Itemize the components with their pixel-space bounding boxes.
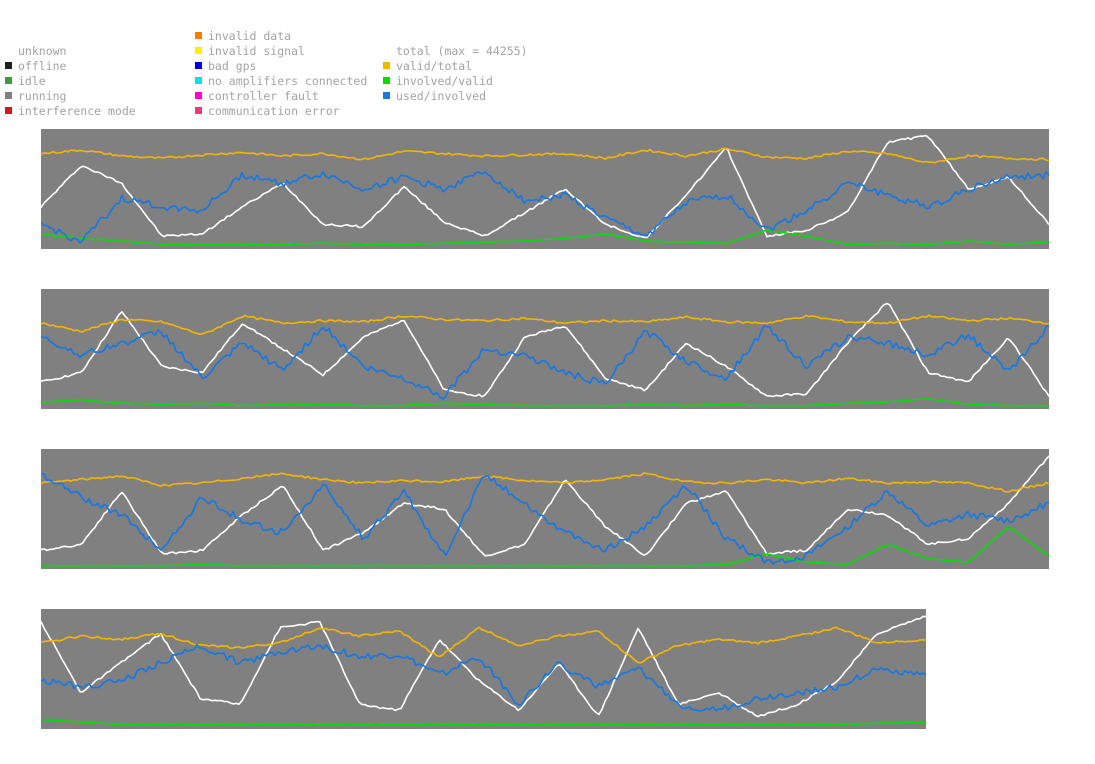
state-running-band [41, 609, 926, 729]
legend-label: bad gps [208, 59, 257, 73]
chart-panel-3-plot [41, 449, 1049, 569]
legend-swatch [195, 32, 202, 39]
series-line-total-max-44255 [41, 455, 1049, 557]
legend-swatch [383, 92, 390, 99]
state-running-band [41, 289, 1049, 409]
legend-label: controller fault [208, 89, 319, 103]
legend: unknown offline idle running interference mo… [0, 0, 1095, 125]
series-line-valid-total [41, 626, 926, 664]
legend-swatch [195, 62, 202, 69]
legend-swatch [5, 92, 12, 99]
legend-label: offline [18, 59, 67, 73]
series-line-involved-valid [41, 229, 1049, 246]
legend-swatch [195, 47, 202, 54]
series-line-used-involved [41, 643, 926, 712]
legend-label: valid/total [396, 59, 473, 73]
legend-label: invalid data [208, 29, 292, 43]
legend-label: interference mode [18, 104, 136, 118]
series-line-involved-valid [41, 397, 1049, 407]
chart-panel-2 [41, 289, 1049, 409]
state-running-band [41, 449, 1049, 569]
series-line-involved-valid [41, 718, 926, 726]
legend-label: idle [18, 74, 46, 88]
legend-swatch [195, 107, 202, 114]
chart-panel-1 [41, 129, 1049, 249]
legend-swatch [383, 47, 390, 54]
legend-label: total (max = 44255) [396, 44, 528, 58]
legend-swatch [5, 77, 12, 84]
chart-panel-2-plot [41, 289, 1049, 409]
series-line-used-involved [41, 324, 1049, 400]
legend-swatch [383, 62, 390, 69]
legend-label: communication error [208, 104, 340, 118]
state-running-band [41, 129, 1049, 249]
series-line-valid-total [41, 314, 1049, 336]
legend-swatch [195, 77, 202, 84]
legend-label: unknown [18, 44, 67, 58]
legend-label: invalid signal [208, 44, 305, 58]
legend-label: running [18, 89, 67, 103]
legend-label: involved/valid [396, 74, 493, 88]
legend-label: no amplifiers connected [208, 74, 368, 88]
legend-swatch [5, 62, 12, 69]
series-line-involved-valid [41, 527, 1049, 567]
legend-swatch [5, 47, 12, 54]
chart-panel-3 [41, 449, 1049, 569]
legend-swatch [195, 92, 202, 99]
series-line-total-max-44255 [41, 615, 926, 718]
series-line-valid-total [41, 147, 1049, 164]
chart-panel-1-plot [41, 129, 1049, 249]
legend-swatch [5, 107, 12, 114]
series-line-used-involved [41, 472, 1049, 565]
series-line-used-involved [41, 170, 1049, 244]
chart-panel-4 [41, 609, 926, 729]
legend-swatch [383, 77, 390, 84]
legend-label: used/involved [396, 89, 487, 103]
chart-panel-4-plot [41, 609, 926, 729]
series-line-valid-total [41, 472, 1049, 493]
series-line-total-max-44255 [41, 302, 1049, 398]
